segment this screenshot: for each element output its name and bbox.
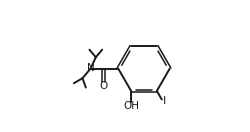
Text: N: N xyxy=(86,63,94,73)
Text: I: I xyxy=(162,96,166,106)
Text: O: O xyxy=(99,81,108,91)
Text: OH: OH xyxy=(122,101,138,111)
